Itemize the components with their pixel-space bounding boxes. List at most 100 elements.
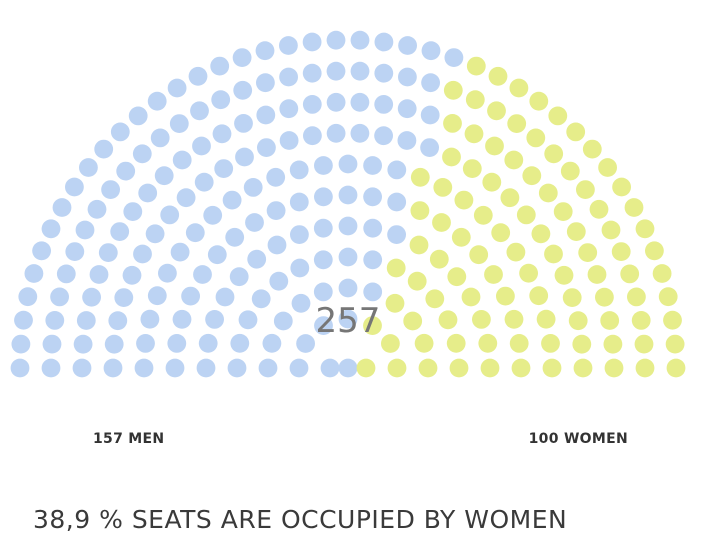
seat-dot-women <box>645 241 664 261</box>
seat-dot-women <box>634 334 654 354</box>
seat-dot-women <box>462 159 482 179</box>
seat-dot-men <box>72 358 92 378</box>
seat-dot-women <box>600 311 620 330</box>
seat-dot-men <box>326 92 346 112</box>
seat-dot-men <box>42 334 62 354</box>
seat-dot-women <box>506 242 526 262</box>
seat-dot-men <box>138 183 158 203</box>
seat-dot-women <box>443 114 462 133</box>
seat-dot-men <box>255 41 275 61</box>
seat-dot-men <box>103 358 123 378</box>
seat-dot-men <box>229 267 249 287</box>
seat-dot-women <box>516 205 536 225</box>
seat-dot-men <box>196 358 216 378</box>
seat-dot-women <box>522 166 542 186</box>
seat-dot-men <box>420 105 440 125</box>
seat-dot-men <box>128 106 148 126</box>
seat-dot-men <box>279 67 298 87</box>
seat-dot-men <box>108 311 128 331</box>
seat-dot-men <box>192 136 211 156</box>
seat-dot-men <box>104 334 124 354</box>
seat-dot-men <box>194 172 214 192</box>
seat-dot-men <box>363 218 383 238</box>
seat-dot-men <box>225 227 245 247</box>
seat-dot-men <box>56 264 76 284</box>
seat-dot-women <box>429 249 449 269</box>
seat-dot-women <box>410 201 430 221</box>
seat-dot-men <box>313 282 333 302</box>
seat-dot-men <box>326 61 346 81</box>
seat-dot-women <box>665 334 685 354</box>
seat-dot-men <box>398 36 417 55</box>
seat-dot-men <box>302 32 322 52</box>
seat-dot-men <box>420 138 439 158</box>
seat-dot-men <box>397 131 417 150</box>
seat-dot-men <box>267 235 287 255</box>
seat-dot-men <box>98 243 118 262</box>
seat-dot-men <box>350 123 370 143</box>
seat-dot-women <box>491 223 511 243</box>
seat-dot-women <box>553 202 573 222</box>
seat-dot-women <box>631 311 651 330</box>
seat-dot-men <box>279 131 299 150</box>
seat-dot-men <box>363 156 382 175</box>
seat-dot-men <box>326 30 346 50</box>
seat-dot-women <box>385 293 405 313</box>
seat-dot-women <box>568 311 588 331</box>
seat-dot-men <box>289 192 309 212</box>
seat-dot-women <box>446 333 466 353</box>
seat-dot-men <box>214 159 234 179</box>
seat-dot-women <box>414 333 434 353</box>
seat-dot-men <box>165 358 185 378</box>
seat-dot-women <box>603 334 623 354</box>
seat-dot-men <box>41 358 61 378</box>
seat-dot-men <box>203 205 223 225</box>
seat-dot-men <box>363 250 383 270</box>
seat-dot-men <box>256 73 275 93</box>
seat-dot-women <box>464 124 484 144</box>
seat-dot-men <box>147 286 167 306</box>
seat-dot-men <box>230 333 250 353</box>
seat-dot-men <box>302 63 322 83</box>
seat-dot-women <box>624 198 644 217</box>
seat-dot-men <box>350 61 370 81</box>
seat-dot-women <box>356 358 376 378</box>
seat-dot-women <box>410 167 430 187</box>
seat-dot-women <box>658 287 678 307</box>
seat-dot-men <box>50 287 69 307</box>
seat-dot-men <box>170 242 190 262</box>
seat-dot-men <box>145 224 165 244</box>
seat-dot-women <box>386 258 406 278</box>
seat-dot-women <box>363 316 382 335</box>
seat-dot-men <box>41 219 61 239</box>
seat-dot-men <box>14 310 33 330</box>
seat-dot-men <box>320 358 340 378</box>
seat-dot-men <box>211 90 231 110</box>
seat-dot-men <box>75 220 95 240</box>
seat-dot-women <box>529 91 549 111</box>
seat-dot-men <box>101 180 120 200</box>
seat-dot-women <box>529 286 549 306</box>
seat-dot-women <box>418 358 438 378</box>
seat-dot-men <box>266 201 286 221</box>
seat-dot-men <box>234 114 253 133</box>
seat-dot-women <box>589 199 609 219</box>
men-count-label: 157 MEN <box>93 431 164 447</box>
seat-dot-men <box>32 241 51 261</box>
seat-dot-men <box>132 144 152 164</box>
seat-dot-women <box>526 128 546 148</box>
seat-dot-women <box>480 358 500 378</box>
seat-dot-men <box>210 56 230 76</box>
seat-dot-women <box>425 289 445 309</box>
seat-dot-men <box>122 265 142 285</box>
seat-dot-men <box>136 334 155 353</box>
seat-dot-men <box>363 282 383 302</box>
seat-dot-men <box>212 124 232 144</box>
seat-dot-men <box>79 158 98 177</box>
seat-dot-men <box>134 358 154 378</box>
seat-dot-men <box>247 249 267 269</box>
seat-dot-women <box>536 309 556 329</box>
seat-dot-women <box>544 144 564 164</box>
seat-dot-men <box>398 67 417 87</box>
seat-dot-men <box>338 247 358 267</box>
